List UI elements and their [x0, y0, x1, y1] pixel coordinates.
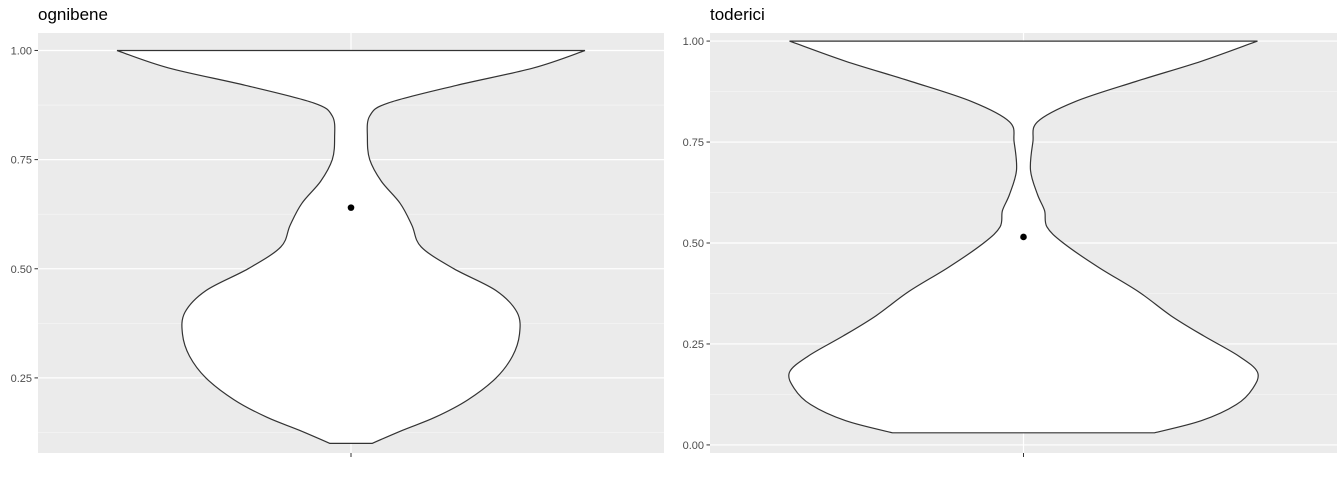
y-tick-label: 0.25	[683, 339, 704, 351]
y-tick-label: 0.50	[683, 238, 704, 250]
mean-point	[1020, 233, 1027, 241]
panel-1: 0.25 0.50 0.75 1.00 ognibene	[11, 5, 664, 457]
violin-shape	[116, 49, 586, 444]
panel-2: 0.00 0.25 0.50 0.75 1.00 toderici	[683, 5, 1337, 457]
y-tick-label: 0.50	[11, 264, 32, 276]
mean-point	[347, 204, 355, 211]
y-tick-label: 0.00	[683, 440, 704, 452]
y-tick-label: 0.75	[683, 137, 704, 149]
panel-title: ognibene	[38, 5, 108, 24]
y-tick-label: 1.00	[683, 36, 704, 48]
y-tick-label: 0.75	[11, 155, 32, 167]
y-tick-label: 0.25	[11, 373, 32, 385]
panel-title: toderici	[710, 5, 765, 24]
y-tick-label: 1.00	[11, 45, 32, 57]
